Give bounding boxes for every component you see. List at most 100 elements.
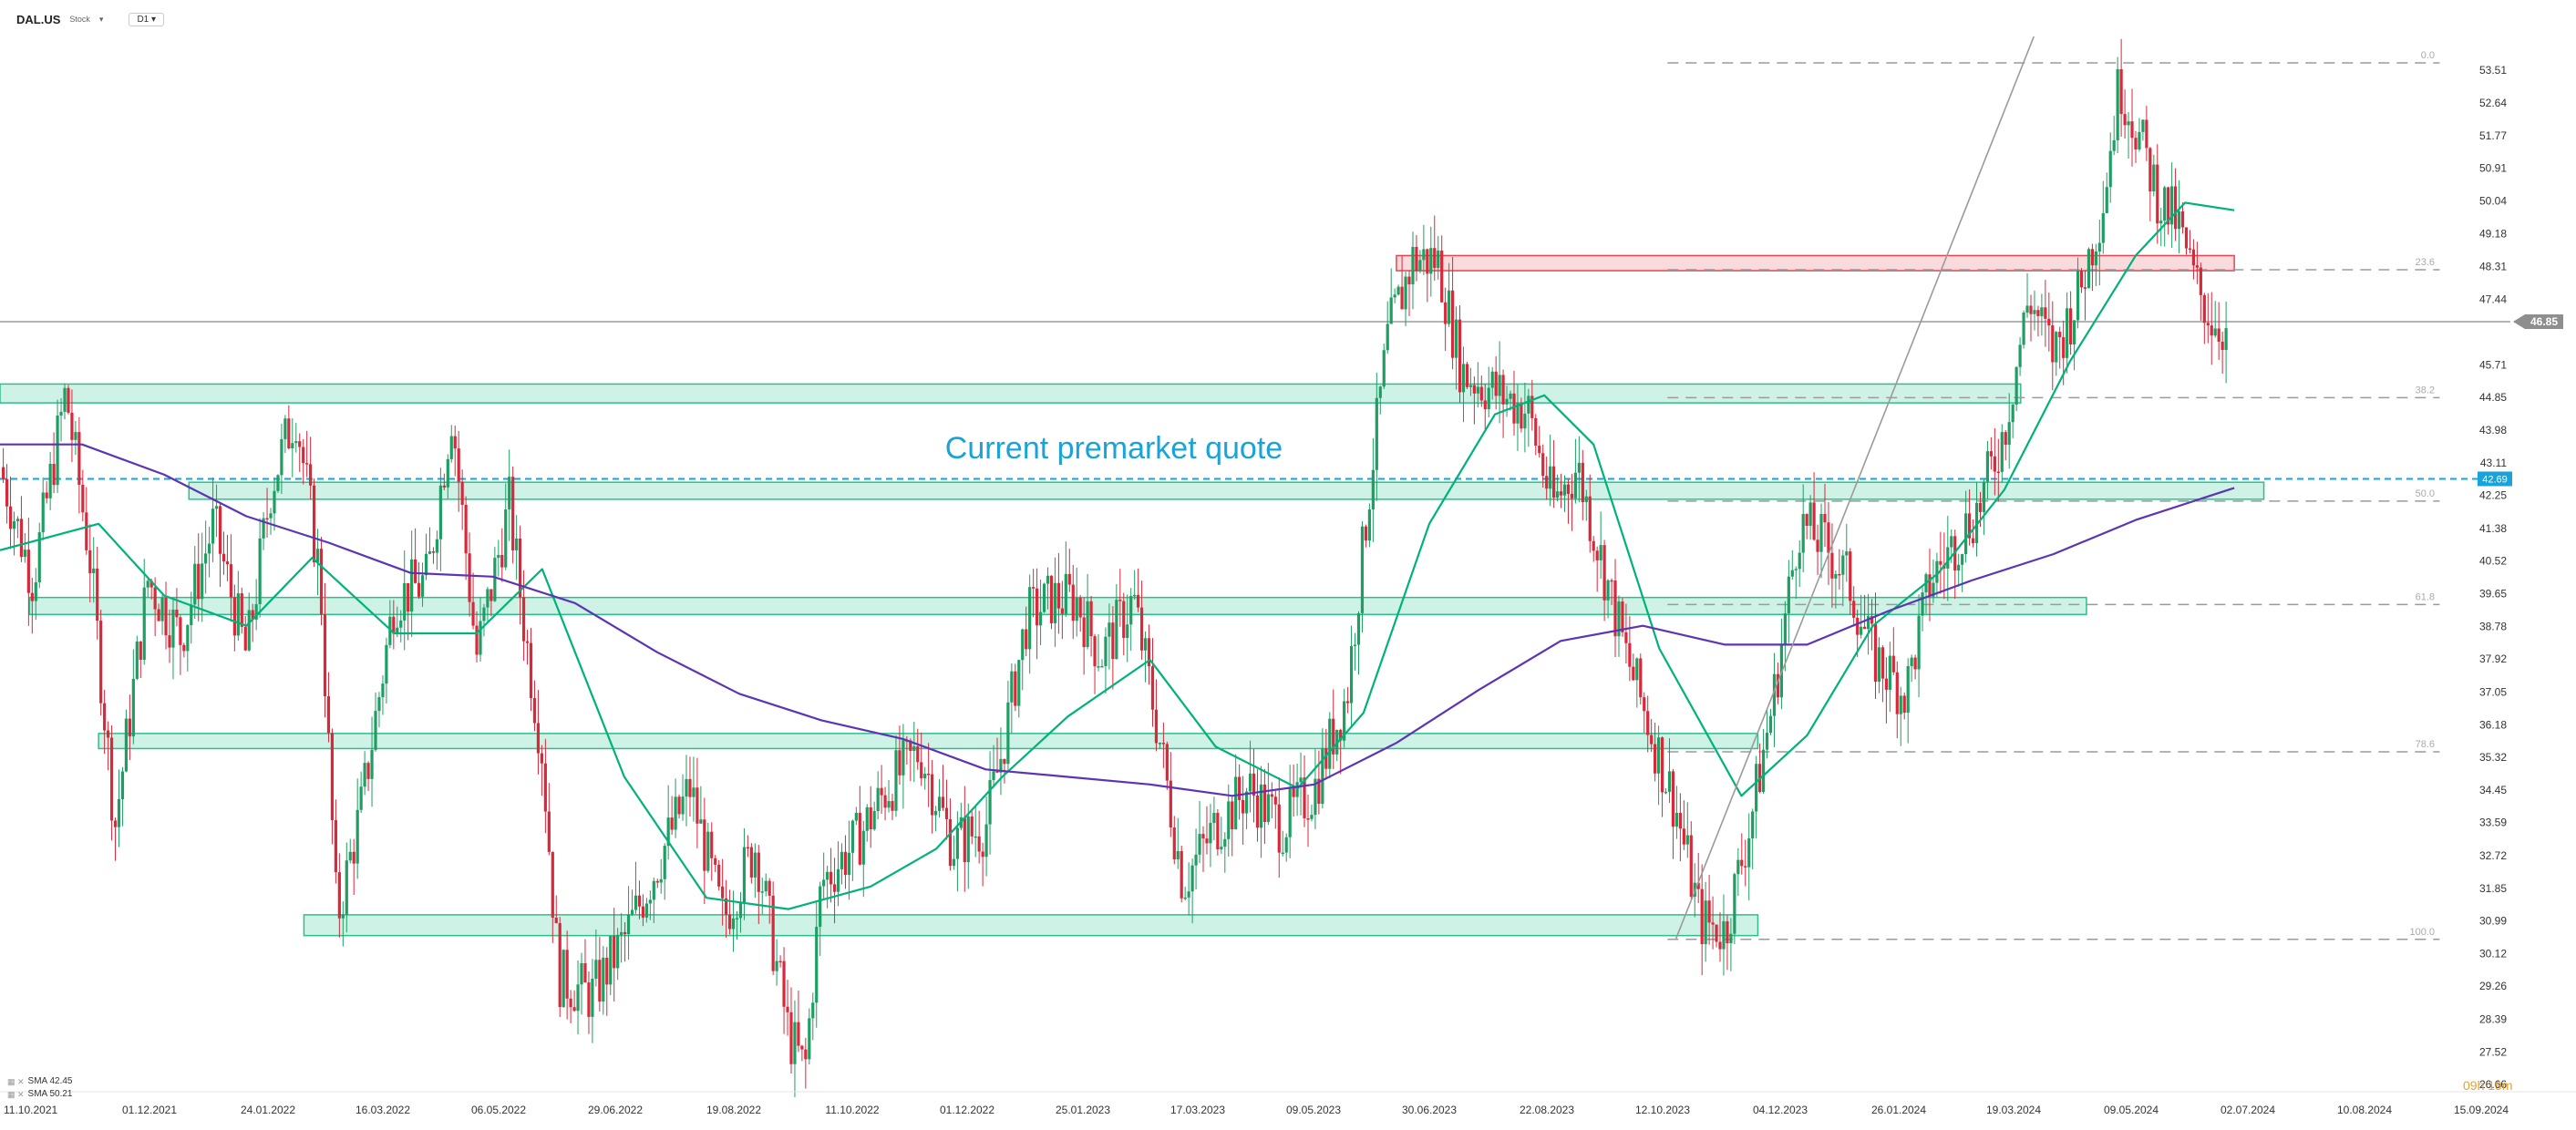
symbol-label[interactable]: DAL.US [16,12,61,26]
bear-candle [2130,121,2134,139]
bear-candle [1996,471,2000,474]
bull-candle [1375,397,1378,470]
bear-candle [786,1006,789,1012]
bear-candle [1147,638,1151,667]
bull-candle [912,746,916,752]
price-axis[interactable]: 53.51 52.64 51.77 50.91 50.04 49.18 48.31 47.44… [2478,64,2563,1091]
bear-candle [265,518,269,520]
bull-candle [1932,582,1935,597]
bull-candle [254,603,258,620]
bear-candle [532,698,537,724]
bear-candle [489,589,493,601]
bull-candle [315,549,320,563]
bear-candle [287,418,291,448]
bear-candle [168,635,171,648]
bear-candle [2184,227,2189,249]
bull-candle [341,914,345,919]
bull-candle [1371,469,1375,510]
symbol-dropdown-icon[interactable]: ▾ [98,14,104,24]
bull-candle [1299,777,1303,783]
bear-candle [677,796,681,815]
x-tick-label: 06.05.2022 [471,1104,526,1116]
bear-candle [1111,622,1115,660]
bull-candle [1910,657,1913,667]
bear-candle [471,601,475,626]
bull-candle [1877,647,1881,683]
support-zone [303,914,1759,937]
y-tick-label: 43.11 [2480,457,2507,469]
bull-candle [1656,737,1661,774]
bear-candle [1252,773,1256,796]
bull-candle [258,538,262,604]
bear-candle [309,464,313,486]
bear-candle [703,819,706,871]
bear-candle [128,718,131,737]
bull-candle [370,749,374,779]
bull-candle [59,411,63,416]
bear-candle [963,817,966,863]
bull-candle [1866,616,1870,630]
legend-label: SMA 42.45 [27,1076,73,1086]
bear-candle [1805,514,1808,527]
bear-candle [77,432,81,485]
bear-candle [414,559,417,583]
x-tick-label: 24.01.2022 [241,1104,295,1116]
timeframe-select[interactable]: D1 ▾ [129,12,165,26]
bear-candle [1067,573,1071,585]
time-axis[interactable]: 11.10.2021 01.12.2021 24.01.2022 16.03.2022… [0,1091,2576,1116]
bear-candle [229,564,233,598]
bear-candle [1816,539,1819,552]
bull-candle [420,575,425,597]
bear-candle [970,816,974,837]
y-tick-label: 31.85 [2479,882,2507,895]
bull-candle [984,824,988,858]
x-tick-label: 16.03.2022 [355,1104,410,1116]
bear-candle [529,642,533,699]
bull-candle [1957,564,1961,571]
y-tick-label: 37.05 [2479,685,2507,698]
bull-candle [201,563,204,600]
bear-candle [1812,502,1816,540]
bear-candle [157,609,160,622]
bear-candle [88,550,92,573]
legend-item[interactable]: ▦ ✕ SMA 42.45 [7,1075,72,1088]
bull-candle [23,550,26,558]
bear-candle [1654,744,1657,774]
bull-candle [124,718,129,772]
bear-candle [2199,267,2202,295]
bull-candle [428,551,432,554]
chart-header: DAL.US Stock ▾ D1 ▾ [16,9,165,29]
bull-candle [2105,187,2108,213]
bear-candle [70,412,74,440]
bear-candle [696,787,699,824]
bear-candle [1465,364,1469,387]
bull-candle [403,582,407,621]
bull-candle [840,851,844,869]
bear-candle [1277,804,1281,853]
bull-candle [753,852,757,878]
legend-item[interactable]: ▦ ✕ SMA 50.21 [7,1088,72,1101]
bear-candle [457,448,460,482]
visibility-icon[interactable]: ▦ ✕ [7,1077,25,1086]
visibility-icon[interactable]: ▦ ✕ [7,1090,25,1099]
bull-candle [659,878,663,883]
bear-candle [1324,748,1328,769]
bear-candle [941,796,945,808]
bull-candle [160,598,164,622]
bull-candle [1437,250,1440,268]
bull-candle [1736,859,1740,875]
bull-candle [1220,847,1223,850]
y-tick-label: 44.85 [2479,391,2507,404]
bull-candle [1028,587,1032,650]
bull-candle [1075,598,1078,622]
bull-candle [1722,921,1726,950]
bull-candle [2138,131,2141,149]
support-resistance-zones [0,254,2265,937]
bull-candle [692,787,696,797]
bear-candle [2217,328,2221,342]
bear-candle [1715,924,1718,942]
bull-candle [1378,386,1382,398]
bull-candle [214,506,219,509]
x-tick-label: 01.12.2021 [122,1104,177,1116]
